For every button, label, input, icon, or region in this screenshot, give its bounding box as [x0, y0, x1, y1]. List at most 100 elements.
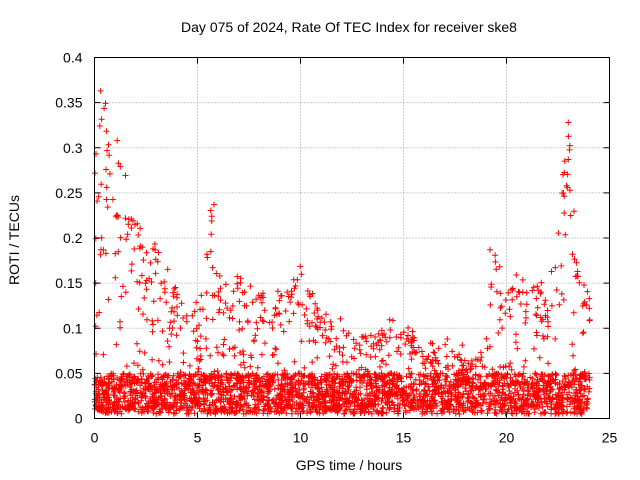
data-point [142, 280, 149, 287]
data-point [318, 373, 325, 380]
data-point [485, 381, 491, 388]
data-point [208, 218, 215, 224]
data-point [151, 241, 158, 247]
data-point [339, 375, 346, 382]
data-point [97, 251, 104, 258]
data-point [517, 301, 524, 307]
data-point [118, 293, 125, 300]
data-point [373, 378, 380, 385]
data-point [97, 87, 104, 94]
data-point [559, 190, 566, 197]
data-point [219, 351, 226, 358]
data-point [301, 312, 308, 318]
data-point [376, 394, 382, 401]
data-point [276, 391, 283, 398]
data-point [403, 383, 410, 390]
data-point [532, 311, 539, 318]
data-point [310, 394, 317, 401]
data-point [245, 319, 251, 326]
data-point [103, 166, 109, 173]
data-point [361, 396, 368, 403]
data-point [515, 372, 522, 378]
data-point [422, 373, 429, 380]
data-point [561, 372, 568, 379]
data-point [197, 306, 204, 313]
data-point [138, 272, 145, 279]
data-point [98, 181, 105, 188]
data-point [261, 393, 267, 400]
data-point [552, 335, 559, 342]
data-point [497, 363, 504, 370]
data-point [122, 172, 129, 179]
data-point [522, 319, 529, 326]
data-point [472, 363, 479, 370]
data-point [304, 288, 311, 294]
data-point [150, 298, 157, 305]
data-point [353, 371, 359, 378]
data-point [487, 343, 493, 350]
grid [94, 57, 610, 419]
data-point [507, 313, 514, 320]
data-point [308, 376, 315, 383]
data-point [493, 288, 500, 295]
data-point [215, 293, 222, 300]
data-point [166, 325, 173, 332]
data-point [247, 363, 254, 370]
data-point [216, 306, 223, 313]
data-point [394, 348, 400, 355]
data-point [154, 317, 161, 324]
data-point [108, 372, 115, 379]
data-point [247, 283, 254, 290]
data-point [326, 371, 333, 378]
data-point [542, 297, 549, 304]
data-point [217, 383, 224, 390]
data-point [565, 133, 572, 140]
data-point [203, 315, 210, 322]
data-point [522, 357, 529, 364]
data-point [257, 314, 264, 321]
data-point [198, 292, 205, 299]
data-point [211, 201, 217, 208]
data-point [408, 356, 415, 363]
data-point [318, 315, 325, 321]
data-point [146, 398, 153, 405]
data-point [247, 352, 254, 359]
data-point [528, 399, 535, 405]
data-point [95, 193, 102, 200]
data-point [166, 343, 173, 350]
data-point [272, 371, 279, 378]
data-point [143, 277, 150, 284]
data-point [230, 288, 237, 295]
data-point [555, 393, 562, 400]
data-point [149, 356, 156, 363]
data-point [262, 340, 268, 347]
data-point [286, 318, 293, 325]
data-point [488, 284, 495, 290]
data-point [332, 362, 339, 369]
data-point [192, 381, 198, 388]
data-point [418, 348, 425, 355]
data-point [128, 267, 135, 274]
data-point [571, 367, 578, 374]
data-point [159, 361, 166, 368]
data-point [258, 351, 265, 358]
data-point [533, 329, 540, 336]
data-point [339, 352, 346, 359]
data-point [102, 100, 109, 107]
data-point [563, 182, 570, 189]
data-point [350, 336, 357, 343]
data-point [385, 352, 392, 359]
data-point [479, 407, 485, 414]
data-point [389, 380, 396, 387]
data-point [276, 297, 283, 304]
data-point [462, 385, 469, 392]
data-point [509, 287, 516, 293]
data-point [226, 314, 233, 321]
data-point [236, 298, 243, 305]
data-point [211, 368, 218, 375]
data-point [96, 309, 103, 316]
data-point [544, 307, 551, 314]
data-point [307, 409, 314, 416]
data-point [291, 285, 298, 292]
data-point [126, 378, 133, 385]
